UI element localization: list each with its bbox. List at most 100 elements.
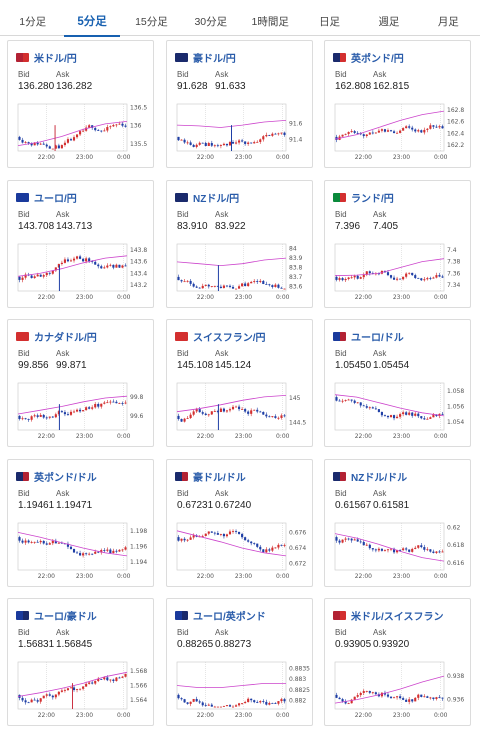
rate-card[interactable]: NZドル/ドル Bid Ask 0.61567 0.61581 22:00 23:00 0:0…: [324, 459, 471, 587]
candlestick-chart[interactable]: 22:00 23:00 0:00 143.8 143.6 143.4 143.2: [8, 236, 155, 309]
tab-7[interactable]: 月足: [437, 16, 459, 28]
candle-body: [362, 691, 365, 693]
candlestick-chart[interactable]: 22:00 23:00 0:00 1.568 1.566 1.564: [8, 654, 155, 727]
candlestick-chart[interactable]: 22:00 23:00 0:00 0.676 0.674 0.672: [167, 515, 314, 588]
candle-body: [219, 408, 222, 412]
candlestick-chart[interactable]: 22:00 23:00 0:00 99.8 99.6: [8, 375, 155, 448]
card-header[interactable]: カナダドル/円: [16, 330, 97, 344]
candlestick-chart[interactable]: 22:00 23:00 0:00 84 83.9 83.8 83.7 83.6: [167, 236, 314, 309]
currency-pair-name[interactable]: 豪ドル/ドル: [193, 472, 246, 484]
candlestick-chart[interactable]: 22:00 23:00 0:00 136.5 136 135.5: [8, 96, 155, 169]
moving-average-line: [176, 395, 287, 413]
currency-pair-name[interactable]: 英ポンド/円: [351, 53, 404, 65]
y-tick-label: 0.616: [447, 560, 464, 567]
tab-1[interactable]: 5分足: [62, 0, 121, 37]
currency-pair-name[interactable]: ユーロ/円: [34, 193, 77, 205]
candle-body: [283, 545, 286, 546]
tab-2[interactable]: 15分足: [135, 16, 168, 28]
tab-3[interactable]: 30分足: [194, 16, 228, 28]
x-tick-label: 22:00: [38, 573, 55, 580]
rate-card[interactable]: 豪ドル/円 Bid Ask 91.628 91.633 22:00 23:00 0:00 91.…: [166, 40, 313, 168]
candle-body: [88, 407, 91, 409]
card-header[interactable]: ユーロ/円: [16, 191, 77, 205]
candle-body: [210, 531, 213, 533]
currency-pair-name[interactable]: ユーロ/ドル: [351, 332, 404, 344]
rate-card[interactable]: 英ポンド/ドル Bid Ask 1.19461 1.19471 22:00 23:00 0:0…: [7, 459, 154, 587]
card-header[interactable]: ユーロ/ドル: [333, 330, 404, 344]
candlestick-chart[interactable]: 22:00 23:00 0:00 7.4 7.38 7.36 7.34: [325, 236, 472, 309]
x-tick-label: 0:00: [434, 712, 448, 719]
candle-body: [368, 271, 371, 274]
tab-4[interactable]: 1時間足: [251, 16, 289, 28]
candle-body: [435, 126, 438, 128]
currency-pair-name[interactable]: 英ポンド/ドル: [34, 472, 97, 484]
rate-card[interactable]: 豪ドル/ドル Bid Ask 0.67231 0.67240 22:00 23:00 0:00…: [166, 459, 313, 587]
currency-pair-name[interactable]: 米ドル/円: [34, 53, 77, 65]
currency-pair-name[interactable]: ランド/円: [351, 193, 394, 205]
rate-card[interactable]: 米ドル/円 Bid Ask 136.280 136.282 22:00 23:00 0:00 1…: [7, 40, 154, 168]
rate-card[interactable]: ランド/円 Bid Ask 7.396 7.405 22:00 23:00 0:00 7.4 7.…: [324, 180, 471, 308]
candle-body: [411, 272, 414, 276]
candlestick-chart[interactable]: 22:00 23:00 0:00 145 144.5: [167, 375, 314, 448]
currency-pair-name[interactable]: ユーロ/英ポンド: [193, 611, 266, 623]
card-header[interactable]: 英ポンド/円: [333, 51, 404, 65]
card-header[interactable]: 米ドル/円: [16, 51, 77, 65]
candle-body: [24, 274, 27, 278]
x-tick-label: 23:00: [76, 154, 93, 161]
candle-body: [253, 409, 256, 411]
card-header[interactable]: ユーロ/英ポンド: [175, 609, 266, 623]
candle-body: [256, 543, 259, 547]
tab-6[interactable]: 週足: [378, 16, 400, 28]
currency-pair-name[interactable]: NZドル/円: [193, 193, 240, 205]
card-header[interactable]: NZドル/ドル: [333, 470, 408, 484]
card-header[interactable]: 英ポンド/ドル: [16, 470, 97, 484]
currency-pair-name[interactable]: ユーロ/豪ドル: [34, 611, 97, 623]
candle-body: [201, 412, 204, 414]
candle-body: [365, 544, 368, 546]
candle-body: [241, 283, 244, 287]
candlestick-chart[interactable]: 22:00 23:00 0:00 162.8 162.6 162.4 162.2: [325, 96, 472, 169]
y-tick-label: 83.8: [289, 265, 303, 272]
card-header[interactable]: 豪ドル/円: [175, 51, 236, 65]
candle-body: [36, 274, 39, 277]
candlestick-chart[interactable]: 22:00 23:00 0:00 0.62 0.618 0.616: [325, 515, 472, 588]
candlestick-chart[interactable]: 22:00 23:00 0:00 0.938 0.936: [325, 654, 472, 727]
currency-pair-name[interactable]: NZドル/ドル: [351, 472, 408, 484]
rate-card[interactable]: ユーロ/英ポンド Bid Ask 0.88265 0.88273 22:00 23:00 0:…: [166, 598, 313, 726]
rate-card[interactable]: NZドル/円 Bid Ask 83.910 83.922 22:00 23:00 0:00 84…: [166, 180, 313, 308]
rate-card[interactable]: 英ポンド/円 Bid Ask 162.808 162.815 22:00 23:00 0:00…: [324, 40, 471, 168]
currency-pair-name[interactable]: 豪ドル/円: [193, 53, 236, 65]
currency-pair-name[interactable]: 米ドル/スイスフラン: [351, 611, 444, 623]
rate-card[interactable]: ユーロ/円 Bid Ask 143.708 143.713 22:00 23:00 0:00 1…: [7, 180, 154, 308]
candle-body: [231, 406, 235, 410]
candlestick-chart[interactable]: 22:00 23:00 0:00 0.8835 0.883 0.8825 0.882: [167, 654, 314, 727]
card-header[interactable]: 米ドル/スイスフラン: [333, 609, 444, 623]
candle-body: [69, 139, 73, 141]
rate-card[interactable]: カナダドル/円 Bid Ask 99.856 99.871 22:00 23:00 0:00 9…: [7, 319, 154, 447]
candle-body: [359, 277, 362, 279]
candle-body: [408, 272, 411, 274]
rate-card[interactable]: ユーロ/豪ドル Bid Ask 1.56831 1.56845 22:00 23:00 0:0…: [7, 598, 154, 726]
candle-body: [180, 698, 183, 700]
candlestick-chart[interactable]: 22:00 23:00 0:00 91.6 91.4: [167, 96, 314, 169]
candle-body: [402, 128, 405, 131]
card-header[interactable]: ランド/円: [333, 191, 394, 205]
tab-0[interactable]: 1分足: [19, 16, 47, 28]
card-header[interactable]: スイスフラン/円: [175, 330, 266, 344]
card-header[interactable]: ユーロ/豪ドル: [16, 609, 97, 623]
candlestick-chart[interactable]: 22:00 23:00 0:00 1.198 1.196 1.194: [8, 515, 155, 588]
candle-body: [414, 697, 417, 702]
ask-value: 1.05454: [373, 360, 410, 371]
rate-card[interactable]: 米ドル/スイスフラン Bid Ask 0.93905 0.93920 22:00 23:00…: [324, 598, 471, 726]
currency-pair-name[interactable]: スイスフラン/円: [193, 332, 266, 344]
candlestick-chart[interactable]: 22:00 23:00 0:00 1.058 1.056 1.054: [325, 375, 472, 448]
card-header[interactable]: NZドル/円: [175, 191, 240, 205]
tab-5[interactable]: 日足: [319, 16, 341, 28]
rate-card[interactable]: ユーロ/ドル Bid Ask 1.05450 1.05454 22:00 23:00 0:00…: [324, 319, 471, 447]
candle-body: [18, 276, 21, 280]
candle-body: [417, 130, 420, 132]
currency-pair-name[interactable]: カナダドル/円: [34, 332, 97, 344]
candle-body: [63, 142, 66, 146]
rate-card[interactable]: スイスフラン/円 Bid Ask 145.108 145.124 22:00 23:00 0:…: [166, 319, 313, 447]
card-header[interactable]: 豪ドル/ドル: [175, 470, 246, 484]
